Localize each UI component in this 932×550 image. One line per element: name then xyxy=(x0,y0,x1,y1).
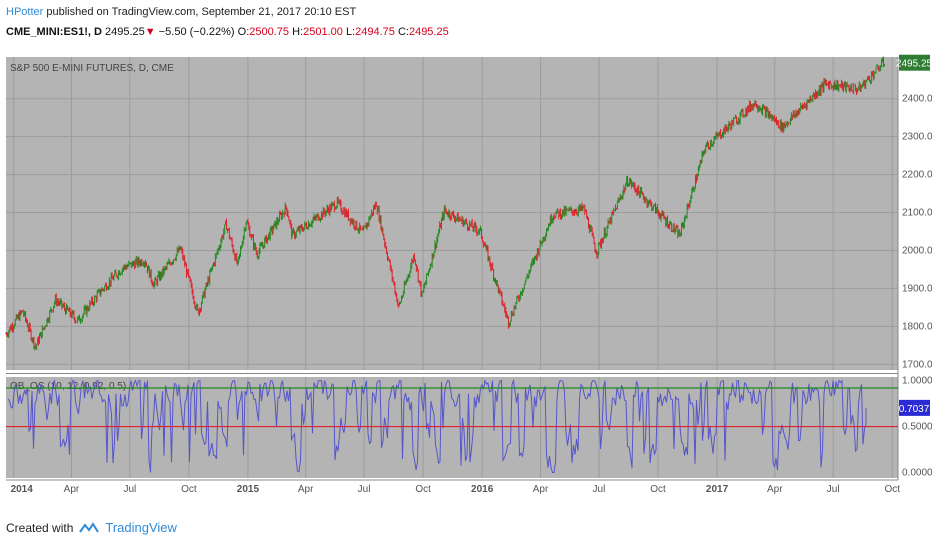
publish-text: published on TradingView.com, September … xyxy=(46,6,357,18)
high-value: 2501.00 xyxy=(303,26,343,38)
x-tick-label: Jul xyxy=(123,484,136,495)
x-tick-label: Oct xyxy=(650,484,666,495)
osc-tick-label: 0.0000 xyxy=(902,467,932,478)
osc-value-label: 0.7037 xyxy=(899,404,930,415)
osc-value-tag xyxy=(899,399,930,416)
price-tick-label: 1900.00 xyxy=(902,283,932,294)
symbol-label[interactable]: CME_MINI:ES1!, D xyxy=(6,26,102,38)
x-tick-label: 2016 xyxy=(471,484,494,495)
high-label: H: xyxy=(292,26,304,38)
price-tick-label: 2200.00 xyxy=(902,170,932,181)
x-tick-label: Oct xyxy=(415,484,431,495)
x-tick-label: 2015 xyxy=(237,484,260,495)
ohlc-legend: CME_MINI:ES1!, D 2495.25▼ −5.50 (−0.22%)… xyxy=(6,26,449,38)
oscillator-line xyxy=(7,378,867,473)
footer: Created with TradingView xyxy=(6,520,177,535)
low-value: 2494.75 xyxy=(355,26,395,38)
price-tick-label: 2100.00 xyxy=(902,208,932,219)
x-tick-label: Jul xyxy=(827,484,840,495)
price-pane-title: S&P 500 E-MINI FUTURES, D, CME xyxy=(10,63,174,74)
x-tick-label: Jul xyxy=(593,484,606,495)
x-tick-label: Apr xyxy=(64,484,80,495)
x-tick-label: 2017 xyxy=(706,484,729,495)
author-link[interactable]: HPotter xyxy=(6,6,44,18)
x-tick-label: Apr xyxy=(298,484,314,495)
price-tick-label: 2300.00 xyxy=(902,132,932,143)
created-with-text: Created with xyxy=(6,520,74,535)
x-tick-label: Apr xyxy=(533,484,549,495)
close-value: 2495.25 xyxy=(408,26,449,38)
price-tag-label: 2495.25 xyxy=(896,59,932,70)
x-tick-label: Oct xyxy=(884,484,900,495)
last-price: 2495.25 xyxy=(105,26,145,38)
price-tick-label: 2400.00 xyxy=(902,94,932,105)
down-arrow-icon: ▼ xyxy=(144,26,156,38)
low-label: L: xyxy=(345,26,356,38)
tradingview-brand[interactable]: TradingView xyxy=(105,520,177,535)
price-tick-label: 2000.00 xyxy=(902,245,932,256)
price-tick-label: 1800.00 xyxy=(902,321,932,332)
tradingview-logo-icon xyxy=(79,521,100,533)
x-tick-label: Apr xyxy=(767,484,783,495)
candlestick-series xyxy=(5,56,885,351)
x-tick-label: Jul xyxy=(358,484,371,495)
osc-tick-label: 1.0000 xyxy=(902,376,932,387)
chart-area[interactable]: 2014 Apr Jul Oct 2015 Apr Jul Oct 2016 Apr Jul Oct 2… xyxy=(0,52,932,512)
open-label: O: xyxy=(237,26,250,38)
x-tick-label: Oct xyxy=(181,484,197,495)
open-value: 2500.75 xyxy=(249,26,290,38)
price-tick-label: 1700.00 xyxy=(902,359,932,370)
osc-pane-title: OB_OS (10, 12, 0.92, 0.5) xyxy=(10,381,126,392)
x-tick-label: 2014 xyxy=(11,484,34,495)
price-change: −5.50 (−0.22%) xyxy=(158,26,235,38)
price-tag xyxy=(899,54,930,71)
osc-tick-label: 0.5000 xyxy=(902,422,932,433)
close-label: C: xyxy=(397,26,409,38)
publish-line: HPotter published on TradingView.com, Se… xyxy=(6,6,356,18)
